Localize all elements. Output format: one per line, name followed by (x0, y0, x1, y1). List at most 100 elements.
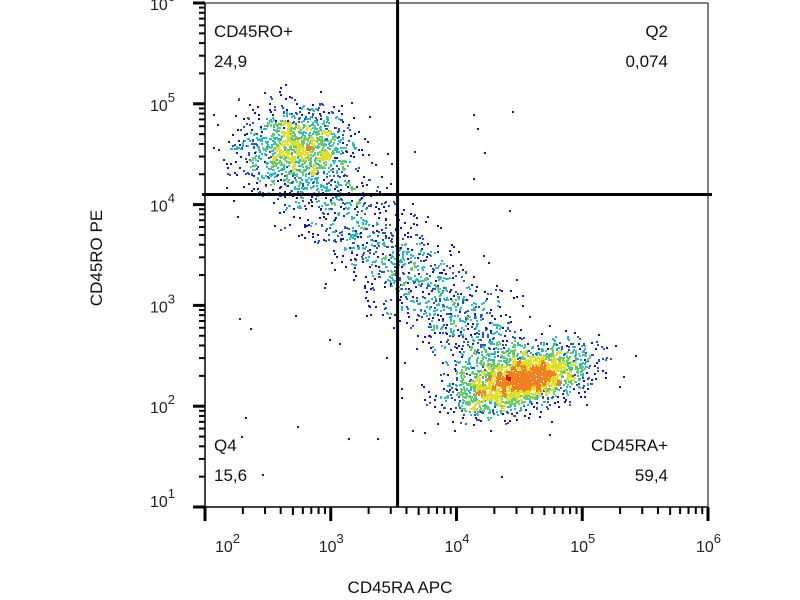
event-dot (452, 334, 454, 336)
event-dot (390, 183, 392, 185)
event-dot (338, 168, 340, 170)
event-dot (292, 175, 294, 177)
event-dot (416, 348, 418, 350)
event-dot (507, 382, 509, 384)
event-dot (394, 203, 396, 205)
event-dot (536, 366, 538, 368)
event-dot (287, 128, 289, 130)
event-dot (474, 398, 476, 400)
event-dot (271, 180, 273, 182)
event-dot (295, 112, 297, 114)
event-dot (505, 423, 507, 425)
event-dot (365, 208, 367, 210)
event-dot (310, 225, 312, 227)
event-dot (432, 268, 434, 270)
event-dot (450, 349, 452, 351)
event-dot (452, 265, 454, 267)
event-dot (340, 189, 342, 191)
event-dot (302, 171, 304, 173)
event-dot (330, 131, 332, 133)
event-dot (526, 378, 528, 380)
event-dot (378, 208, 380, 210)
event-dot (253, 188, 255, 190)
event-dot (281, 136, 283, 138)
event-dot (589, 355, 591, 357)
event-dot (437, 267, 439, 269)
event-dot (475, 373, 477, 375)
event-dot (452, 272, 454, 274)
event-dot (459, 394, 461, 396)
event-dot (519, 384, 521, 386)
event-dot (240, 156, 242, 158)
event-dot (529, 398, 531, 400)
event-dot (417, 265, 419, 267)
event-dot (575, 359, 577, 361)
event-dot (516, 398, 518, 400)
event-dot (313, 143, 315, 145)
event-dot (490, 388, 492, 390)
event-dot (324, 202, 326, 204)
event-dot (519, 360, 521, 362)
event-dot (327, 213, 329, 215)
event-dot (427, 283, 429, 285)
event-dot (490, 330, 492, 332)
event-dot (249, 104, 251, 106)
event-dot (312, 236, 314, 238)
event-dot (536, 390, 538, 392)
event-dot (487, 372, 489, 374)
event-dot (370, 314, 372, 316)
event-dot (353, 279, 355, 281)
event-dot (447, 374, 449, 376)
event-dot (459, 400, 461, 402)
event-dot (310, 179, 312, 181)
event-dot (480, 411, 482, 413)
event-dot (326, 150, 328, 152)
event-dot (484, 389, 486, 391)
event-dot (292, 131, 294, 133)
event-dot (381, 258, 383, 260)
event-dot (527, 369, 529, 371)
event-dot (323, 111, 325, 113)
event-dot (408, 293, 410, 295)
event-dot (474, 350, 476, 352)
event-dot (297, 206, 299, 208)
event-dot (566, 355, 568, 357)
event-dot (421, 248, 423, 250)
event-dot (272, 140, 274, 142)
event-dot (270, 168, 272, 170)
event-dot (320, 115, 322, 117)
event-dot (538, 367, 540, 369)
event-dot (439, 288, 441, 290)
event-dot (503, 381, 505, 383)
event-dot (426, 306, 428, 308)
event-dot (325, 139, 327, 141)
event-dot (555, 367, 557, 369)
event-dot (229, 174, 231, 176)
event-dot (458, 298, 460, 300)
event-dot (555, 336, 557, 338)
event-dot (487, 336, 489, 338)
event-dot (316, 181, 318, 183)
event-dot (457, 329, 459, 331)
event-dot (419, 243, 421, 245)
event-dot (496, 326, 498, 328)
event-dot (325, 128, 327, 130)
event-dot (294, 156, 296, 158)
event-dot (369, 266, 371, 268)
event-dot (317, 234, 319, 236)
event-dot (270, 124, 272, 126)
event-dot (483, 410, 485, 412)
event-dot (366, 242, 368, 244)
event-dot (494, 387, 496, 389)
event-dot (364, 213, 366, 215)
event-dot (227, 167, 229, 169)
event-dot (252, 109, 254, 111)
event-dot (541, 404, 543, 406)
event-dot (375, 306, 377, 308)
event-dot (509, 395, 511, 397)
event-dot (476, 413, 478, 415)
event-dot (294, 159, 296, 161)
event-dot (354, 208, 356, 210)
event-dot (578, 383, 580, 385)
event-dot (323, 162, 325, 164)
